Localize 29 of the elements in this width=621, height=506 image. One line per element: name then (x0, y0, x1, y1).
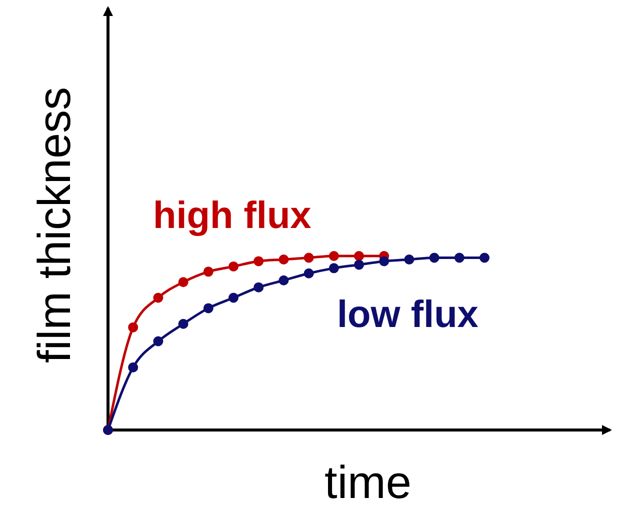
point (429, 252, 440, 263)
point (254, 282, 264, 292)
point (354, 251, 364, 261)
point (304, 252, 314, 263)
point (178, 277, 188, 288)
point (228, 292, 238, 303)
point (128, 322, 138, 332)
point (328, 251, 339, 261)
x-axis-title: time (324, 456, 412, 506)
point (153, 336, 164, 346)
point (379, 256, 390, 266)
point (128, 362, 138, 372)
point (480, 252, 490, 263)
point (203, 266, 214, 277)
point (328, 263, 339, 274)
point (278, 275, 289, 286)
point (203, 303, 214, 314)
point (153, 292, 164, 303)
point (304, 268, 314, 278)
point (278, 254, 289, 264)
point (354, 260, 364, 270)
series-label: high flux (153, 195, 312, 237)
point (404, 254, 414, 264)
y-axis-title: film thickness (28, 86, 80, 364)
point (254, 256, 264, 266)
point (178, 318, 188, 329)
point (454, 252, 464, 263)
series-label: low flux (337, 294, 478, 336)
point (228, 261, 238, 272)
